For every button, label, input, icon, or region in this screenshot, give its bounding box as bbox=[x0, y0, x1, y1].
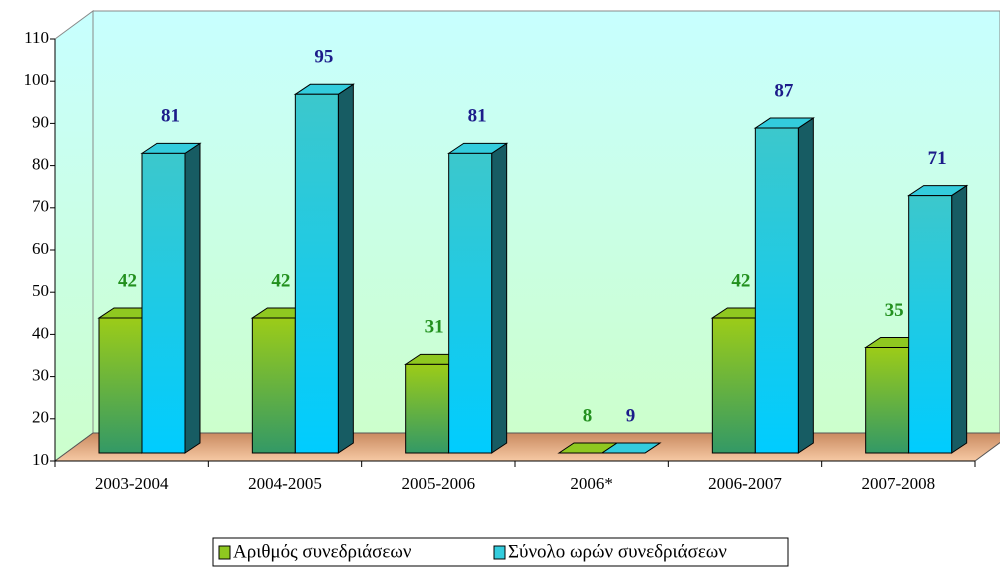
legend-label: Σύνολο ωρών συνεδριάσεων bbox=[508, 541, 727, 562]
legend-swatch bbox=[218, 545, 231, 560]
y-tick-label: 70 bbox=[32, 197, 49, 216]
bar-front bbox=[141, 152, 186, 454]
bar-front bbox=[251, 317, 296, 454]
bar bbox=[293, 83, 355, 454]
x-tick-label: 2004-2005 bbox=[248, 474, 322, 493]
bar-front bbox=[405, 363, 450, 454]
y-tick-label: 30 bbox=[32, 366, 49, 385]
value-label: 8 bbox=[583, 405, 593, 426]
y-tick-label: 100 bbox=[24, 70, 50, 89]
bar-side bbox=[491, 142, 508, 454]
value-label: 42 bbox=[271, 270, 290, 291]
bar-front bbox=[908, 195, 953, 454]
value-label: 81 bbox=[161, 106, 180, 127]
legend-label: Αριθμός συνεδριάσεων bbox=[233, 541, 412, 562]
bar bbox=[447, 142, 509, 454]
bar-side bbox=[337, 83, 354, 454]
y-tick-label: 80 bbox=[32, 155, 49, 174]
value-label: 35 bbox=[885, 300, 904, 321]
legend-swatch bbox=[493, 545, 506, 560]
bar-side bbox=[184, 142, 201, 454]
bar bbox=[907, 184, 969, 454]
y-tick-label: 40 bbox=[32, 323, 49, 342]
bar-top bbox=[600, 442, 662, 454]
value-label: 95 bbox=[314, 47, 333, 68]
bar-front bbox=[98, 317, 143, 454]
bar bbox=[140, 142, 202, 454]
bar-front bbox=[711, 317, 756, 454]
y-tick-label: 10 bbox=[32, 450, 49, 469]
bar-side bbox=[797, 117, 814, 454]
bar-side bbox=[951, 184, 968, 454]
y-tick-label: 110 bbox=[24, 28, 49, 47]
bar-front bbox=[448, 152, 493, 454]
value-label: 42 bbox=[731, 270, 750, 291]
side-wall bbox=[54, 10, 94, 462]
value-label: 31 bbox=[425, 317, 444, 338]
x-tick-label: 2006-2007 bbox=[708, 474, 782, 493]
y-tick-label: 90 bbox=[32, 112, 49, 131]
bar bbox=[753, 117, 815, 454]
bar-front bbox=[865, 347, 910, 454]
back-wall bbox=[92, 10, 1000, 434]
value-label: 9 bbox=[626, 405, 636, 426]
x-tick-label: 2006* bbox=[570, 474, 613, 493]
bar-front bbox=[754, 127, 799, 454]
y-tick-label: 20 bbox=[32, 408, 49, 427]
bar bbox=[600, 442, 662, 454]
value-label: 87 bbox=[774, 80, 794, 101]
x-tick-label: 2003-2004 bbox=[95, 474, 169, 493]
y-tick-label: 50 bbox=[32, 281, 49, 300]
bar-front bbox=[294, 93, 339, 454]
value-label: 42 bbox=[118, 270, 137, 291]
value-label: 81 bbox=[468, 106, 487, 127]
y-tick-label: 60 bbox=[32, 239, 49, 258]
value-label: 71 bbox=[928, 148, 947, 169]
x-tick-label: 2007-2008 bbox=[861, 474, 935, 493]
x-tick-label: 2005-2006 bbox=[401, 474, 475, 493]
